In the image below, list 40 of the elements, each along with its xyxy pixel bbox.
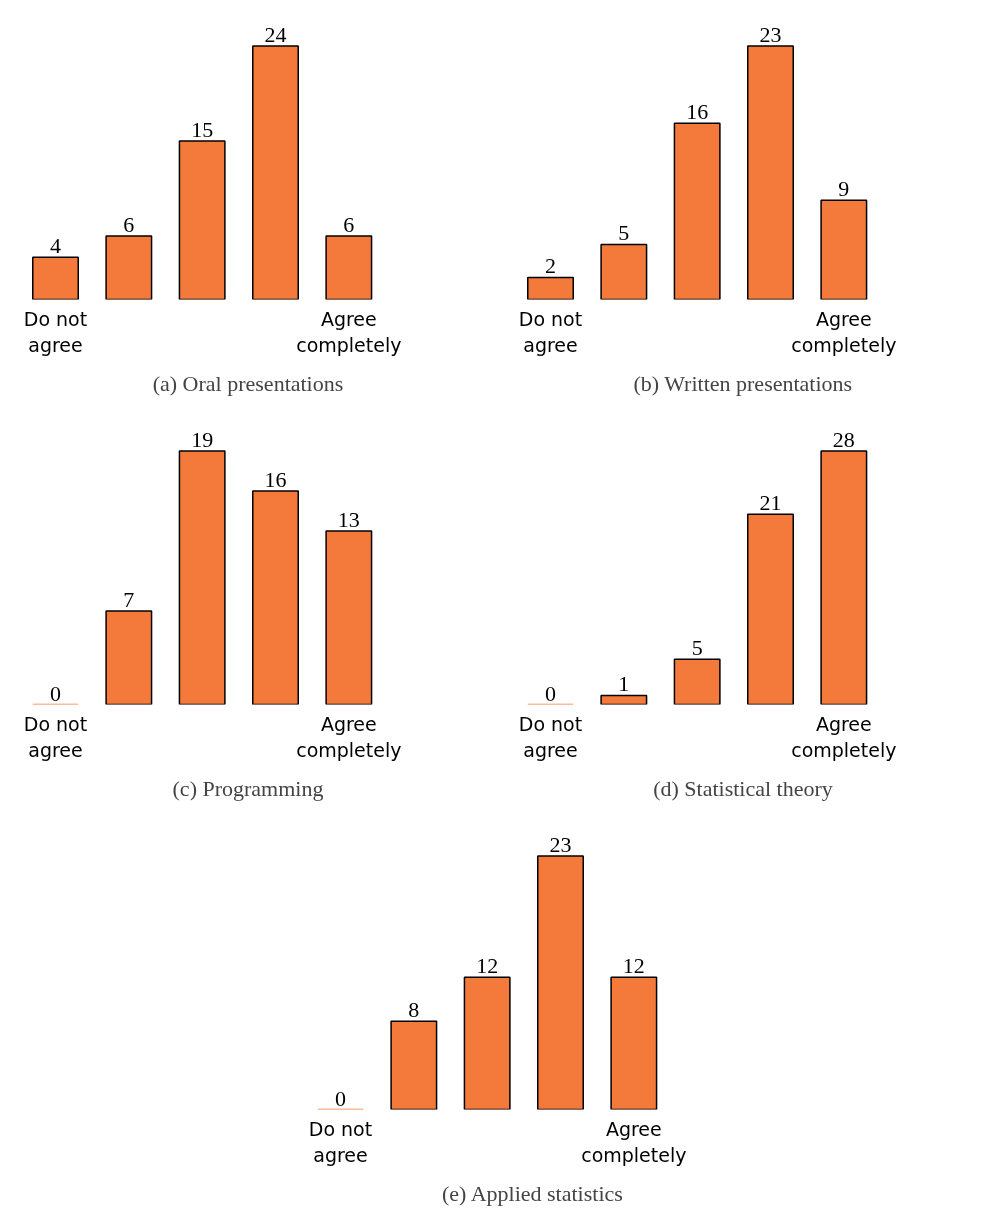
x-tick-label: Agree completely bbox=[296, 712, 402, 761]
data-label: 5 bbox=[618, 220, 630, 246]
x-tick-label: Do not agree bbox=[23, 307, 88, 356]
x-tick-label: Agree completely bbox=[296, 307, 402, 356]
data-label: 6 bbox=[343, 212, 355, 238]
data-label: 23 bbox=[549, 831, 572, 857]
data-label: 19 bbox=[191, 426, 214, 452]
data-label: 0 bbox=[50, 680, 61, 706]
data-label: 28 bbox=[832, 426, 855, 452]
text: (e) Applied statistics bbox=[441, 1180, 623, 1206]
text: (c) Programming bbox=[172, 775, 324, 801]
x-tick-label: Do not agree bbox=[518, 307, 583, 356]
x-tick-label: Do not agree bbox=[23, 712, 88, 761]
text: (b) Written presentations bbox=[633, 370, 853, 396]
text: (a) Oral presentations bbox=[152, 370, 344, 396]
data-label: 0 bbox=[335, 1085, 346, 1111]
data-label: 16 bbox=[264, 467, 287, 493]
data-label: 7 bbox=[123, 587, 135, 613]
data-label: 1 bbox=[618, 671, 630, 697]
data-label: 8 bbox=[408, 997, 420, 1023]
data-label: 12 bbox=[476, 953, 499, 979]
data-label: 0 bbox=[545, 680, 556, 706]
data-label: 24 bbox=[264, 21, 287, 47]
x-tick-label: Agree completely bbox=[581, 1117, 687, 1166]
data-label: 23 bbox=[759, 21, 782, 47]
x-tick-label: Do not agree bbox=[518, 712, 583, 761]
x-tick-label: Do not agree bbox=[308, 1117, 373, 1166]
data-label: 5 bbox=[691, 635, 703, 661]
x-tick-label: Agree completely bbox=[791, 307, 897, 356]
data-label: 4 bbox=[50, 233, 61, 259]
x-tick-label: Agree completely bbox=[791, 712, 897, 761]
data-label: 13 bbox=[337, 507, 360, 533]
data-label: 15 bbox=[191, 117, 214, 143]
data-label: 16 bbox=[686, 99, 709, 125]
data-label: 21 bbox=[759, 490, 782, 516]
data-label: 2 bbox=[545, 253, 556, 279]
data-label: 12 bbox=[622, 953, 645, 979]
data-label: 9 bbox=[838, 176, 850, 202]
text: (d) Statistical theory bbox=[653, 775, 833, 801]
data-label: 6 bbox=[123, 212, 135, 238]
